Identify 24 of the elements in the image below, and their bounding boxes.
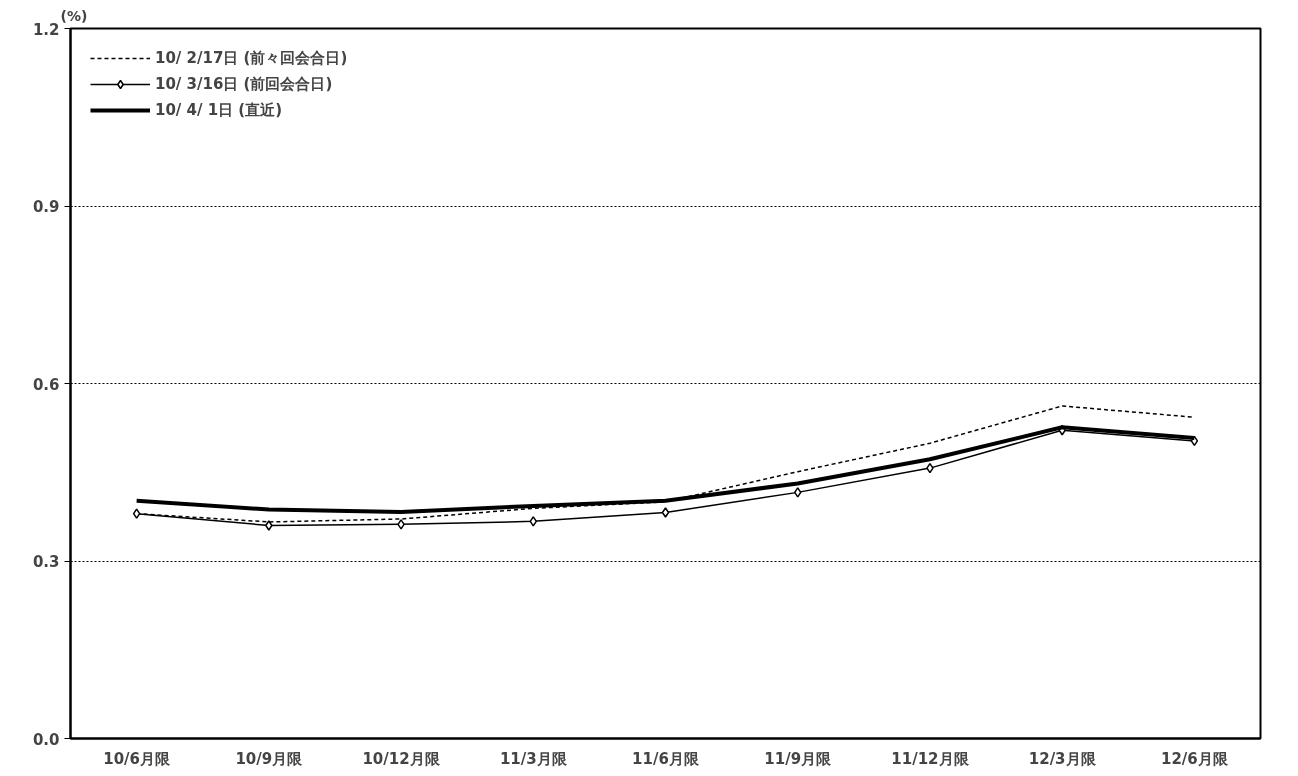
y-tick-label: 0.0 [32,730,60,749]
y-tick-label: 1.2 [32,20,60,39]
x-tick-label: 11/9月限 [764,749,833,768]
x-tick-label: 12/3月限 [1028,749,1097,768]
x-tick-label: 10/9月限 [235,749,304,768]
legend-label: 10/ 3/16日 (前回会合日) [155,74,333,94]
point [661,507,670,518]
point [529,516,538,527]
y-tick-label: 0.9 [32,198,60,216]
point [397,519,405,530]
legend-label: 10/ 2/17日 (前々回会合日) [155,48,348,68]
x-tick-label: 10/12月限 [362,749,441,768]
y-tick-label: 0.3 [32,553,60,571]
x-tick-label: 12/6月限 [1160,749,1229,768]
y-tick-label: 0.6 [32,375,60,394]
x-tick-label: 11/12月限 [891,749,970,768]
x-tick-label: 10/6月限 [103,749,172,768]
x-tick-label: 11/3月限 [499,749,568,768]
point [793,487,802,498]
x-tick-label: 11/6月限 [632,749,700,768]
point [265,520,273,531]
point [132,508,141,519]
y-axis-title: (%) [60,7,88,24]
legend-label: 10/ 4/ 1日 (直近) [155,100,283,120]
